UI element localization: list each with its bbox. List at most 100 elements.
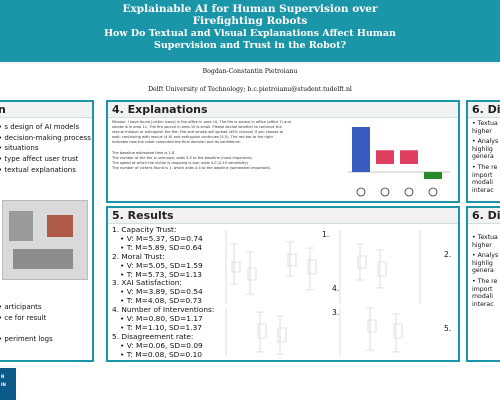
explanation-line: indicates how the robot computed the fin…: [112, 140, 241, 144]
introduction-heading: n: [0, 103, 6, 116]
result-visual: • V: M=5.05, SD=1.59: [120, 260, 203, 270]
explanation-line: rescue mission or extinguish the fire. F…: [112, 130, 284, 134]
explanation-line: Mission: I have found [victim icons] in …: [112, 120, 291, 124]
list-item: • periment logs: [0, 334, 53, 343]
result-visual: • V: M=3.89, SD=0.54: [120, 287, 203, 297]
bar-fire: [376, 150, 394, 164]
bullet-line: • Textua: [472, 234, 498, 241]
list-item: • Analys highlig genera: [472, 138, 498, 161]
discussion-heading: 6. Di: [472, 103, 500, 116]
list-item: • Textua higher: [472, 234, 498, 249]
bullet-line: genera: [472, 153, 494, 161]
list-item: • ce for result: [0, 313, 47, 322]
list-item: • textual explanations: [0, 165, 76, 174]
boxplot-sketches: [225, 230, 421, 356]
simulation-screenshot: [2, 200, 88, 280]
photo-block: [47, 215, 73, 237]
explanation-line: wait; continuing with rescue (4:4) and e…: [112, 135, 273, 139]
result-visual: • V: M=0.80, SD=1.17: [120, 314, 203, 324]
explanations-panel: 4. Explanations Mission: I have found [v…: [106, 100, 460, 203]
explanation-line: The speed at which the victim is droppin…: [112, 161, 248, 165]
bullet-line: genera: [472, 267, 494, 275]
explanations-heading-bar: 4. Explanations: [108, 102, 458, 118]
university-logo: N IN: [0, 368, 16, 400]
result-label: 1. Capacity Trust:: [112, 225, 177, 234]
author-name: Bogdan-Constantin Pietroianu: [202, 68, 298, 75]
results-panel: 5. Results 1. Capacity Trust: • V: M=5.3…: [106, 206, 460, 362]
result-textual: • T: M=5.73, SD=1.13: [120, 269, 203, 279]
list-item: • situations: [0, 144, 39, 152]
result-textual: • T: M=5.89, SD=0.64: [120, 242, 203, 252]
bullet-line: import: [472, 285, 493, 293]
poster-subtitle-line2: Supervision and Trust in the Robot?: [153, 40, 347, 51]
bar-victims: [424, 172, 442, 179]
bullet-line: highlig: [472, 145, 493, 153]
bullet-line: • The re: [472, 164, 498, 171]
result-textual: • T: M=0.08, SD=0.10: [120, 349, 203, 359]
explanation-example-text: Mission: I have found [victim icons] in …: [112, 120, 340, 171]
photo-block: [9, 211, 33, 241]
figure-label: 4.: [332, 284, 340, 293]
explanations-heading: 4. Explanations: [112, 103, 208, 116]
header-divider: [0, 62, 500, 64]
bar-baseline: [352, 127, 370, 172]
bar-speed: [400, 150, 418, 164]
poster-subtitle-line1: How Do Textual and Visual Explanations A…: [104, 28, 396, 39]
bullet-line: • Analys: [472, 138, 499, 145]
list-item: • Textua higher: [472, 120, 498, 135]
introduction-panel: n • s design of AI models • decision-mak…: [0, 100, 94, 362]
list-item: • type affect user trust: [0, 155, 79, 163]
victims-icon: [428, 187, 438, 197]
result-visual: • V: M=5.37, SD=0.74: [120, 233, 203, 243]
list-item: • s design of AI models: [0, 123, 80, 131]
list-item: • decision-making process: [0, 133, 91, 142]
result-label: 4. Number of Interventions:: [112, 305, 215, 315]
results-list: 1. Capacity Trust: • V: M=5.37, SD=0.74 …: [112, 225, 215, 360]
poster-title-line1: Explainable AI for Human Supervision ove…: [122, 3, 378, 15]
discussion-panel-bottom: 6. Discu • Textua higher • Analys highli…: [466, 206, 500, 362]
bullet-line: interac: [472, 300, 494, 308]
intro-bullets-mid: • type affect user trust • textual expla…: [0, 154, 78, 175]
figure-label: 5.: [444, 324, 452, 333]
bullet-line: higher: [472, 241, 492, 249]
poster-header: Explainable AI for Human Supervision ove…: [0, 0, 500, 62]
list-item: • articipants: [0, 303, 42, 311]
results-figures: 1. 2. 3. 4. 5.: [220, 224, 454, 360]
logo-text: IN: [1, 382, 6, 387]
poster-title-line2: Firefighting Robots: [192, 15, 308, 27]
bullet-line: modali: [472, 179, 493, 187]
discussion-panel-top: 6. Di • Textua higher • Analys highlig g…: [466, 100, 500, 203]
discussion-heading: 6. Discu: [472, 209, 500, 222]
bullet-line: • Textua: [472, 120, 498, 127]
list-item: • Analys highlig genera: [472, 252, 498, 275]
explanation-line: The number of the fire is unknown; adds …: [112, 156, 253, 160]
list-item: • The re import modali interac: [472, 164, 497, 194]
explanation-line: The number of victims found is 1, which …: [112, 166, 272, 170]
bullet-line: • The re: [472, 278, 498, 285]
feature-contribution-chart: [348, 127, 450, 197]
results-heading-bar: 5. Results: [108, 208, 458, 224]
result-label: 2. Moral Trust:: [112, 251, 165, 261]
fire-icon: [380, 187, 390, 197]
bullet-line: interac: [472, 186, 494, 194]
bullet-line: • Analys: [472, 252, 499, 259]
explanation-line: smoke is in area 11. The fire source in …: [112, 125, 282, 129]
result-label: 3. XAI Satisfaction:: [112, 278, 182, 288]
intro-bullets-bottom: • articipants • ce for result • periment…: [0, 302, 53, 344]
bullet-line: higher: [472, 127, 492, 135]
figure-label: 1.: [322, 230, 330, 239]
bullet-line: modali: [472, 293, 493, 301]
speed-icon: [404, 187, 414, 197]
discussion-heading-bar: 6. Di: [468, 102, 500, 118]
author-affiliation: Delft University of Technology; b.c.piet…: [148, 86, 352, 93]
figure-label: 3.: [332, 308, 340, 317]
intro-bullets-top: • s design of AI models • decision-makin…: [0, 122, 91, 154]
results-heading: 5. Results: [112, 209, 174, 222]
baseline-icon: [356, 187, 366, 197]
bullet-line: import: [472, 171, 493, 179]
bullet-line: highlig: [472, 259, 493, 267]
photo-block: [13, 249, 73, 269]
list-item: [0, 323, 53, 334]
introduction-heading-bar: n: [0, 102, 92, 118]
list-item: • The re import modali interac: [472, 278, 497, 308]
